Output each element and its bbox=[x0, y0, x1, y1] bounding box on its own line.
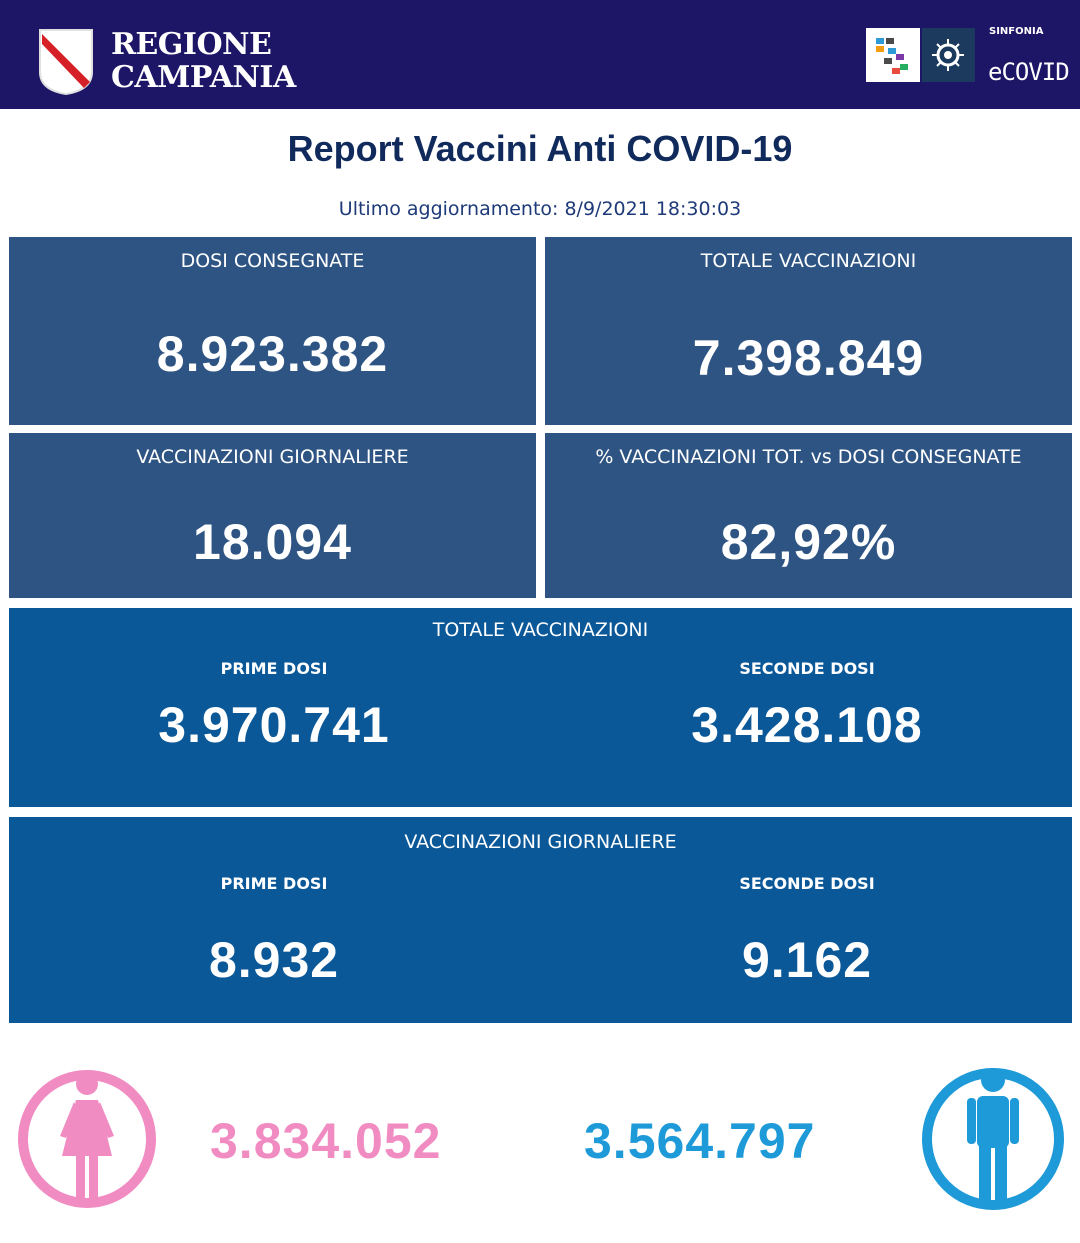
seconde-dosi-value: 9.162 bbox=[741, 932, 873, 988]
male-count: 3.564.797 bbox=[584, 1113, 816, 1169]
partner-small-label: SINFONIA bbox=[989, 26, 1044, 37]
female-count: 3.834.052 bbox=[210, 1113, 442, 1169]
female-icon bbox=[18, 1070, 156, 1208]
prime-dosi-label: PRIME DOSI bbox=[220, 874, 328, 893]
card-value: 8.923.382 bbox=[156, 326, 389, 382]
seconde-dosi-block: SECONDE DOSI 3.428.108 bbox=[542, 659, 1072, 754]
page-title: Report Vaccini Anti COVID-19 bbox=[287, 128, 793, 169]
card-percentuale: % VACCINAZIONI TOT. vs DOSI CONSEGNATE 8… bbox=[545, 433, 1072, 598]
card-label: % VACCINAZIONI TOT. vs DOSI CONSEGNATE bbox=[595, 446, 1022, 468]
card-label: VACCINAZIONI GIORNALIERE bbox=[404, 831, 677, 853]
prime-dosi-value: 8.932 bbox=[208, 932, 340, 988]
card-dosi-consegnate: DOSI CONSEGNATE 8.923.382 bbox=[9, 237, 536, 425]
brand-line-1: REGIONE bbox=[111, 27, 272, 62]
card-label: DOSI CONSEGNATE bbox=[180, 250, 365, 272]
card-vaccinazioni-giornaliere: VACCINAZIONI GIORNALIERE 18.094 bbox=[9, 433, 536, 598]
card-label: VACCINAZIONI GIORNALIERE bbox=[136, 446, 409, 468]
seconde-dosi-block: SECONDE DOSI 9.162 bbox=[542, 874, 1072, 989]
brand-line-2: CAMPANIA bbox=[111, 60, 296, 95]
seconde-dosi-label: SECONDE DOSI bbox=[739, 874, 875, 893]
prime-dosi-value: 3.970.741 bbox=[158, 697, 390, 753]
region-brand: REGIONE CAMPANIA bbox=[111, 28, 296, 94]
partner-name: eCOVID bbox=[988, 58, 1070, 86]
card-value: 7.398.849 bbox=[692, 330, 925, 386]
sinfonia-logo-icon bbox=[866, 28, 975, 82]
card-value: 18.094 bbox=[193, 514, 352, 570]
male-icon bbox=[922, 1068, 1064, 1210]
card-totale-split: TOTALE VACCINAZIONI PRIME DOSI 3.970.741… bbox=[9, 608, 1072, 807]
seconde-dosi-value: 3.428.108 bbox=[691, 697, 923, 753]
card-label: TOTALE VACCINAZIONI bbox=[432, 619, 649, 641]
prime-dosi-block: PRIME DOSI 8.932 bbox=[9, 874, 539, 989]
region-shield-icon bbox=[39, 29, 93, 96]
last-update: Ultimo aggiornamento: 8/9/2021 18:30:03 bbox=[338, 198, 742, 220]
prime-dosi-label: PRIME DOSI bbox=[220, 659, 328, 678]
prime-dosi-block: PRIME DOSI 3.970.741 bbox=[9, 659, 539, 754]
card-value: 82,92% bbox=[720, 514, 897, 570]
card-giornaliere-split: VACCINAZIONI GIORNALIERE PRIME DOSI 8.93… bbox=[9, 817, 1072, 1023]
seconde-dosi-label: SECONDE DOSI bbox=[739, 659, 875, 678]
card-totale-vaccinazioni: TOTALE VACCINAZIONI 7.398.849 bbox=[545, 237, 1072, 425]
card-label: TOTALE VACCINAZIONI bbox=[700, 250, 917, 272]
header-bar: REGIONE CAMPANIA SINFONIA eCOVID bbox=[0, 0, 1080, 109]
